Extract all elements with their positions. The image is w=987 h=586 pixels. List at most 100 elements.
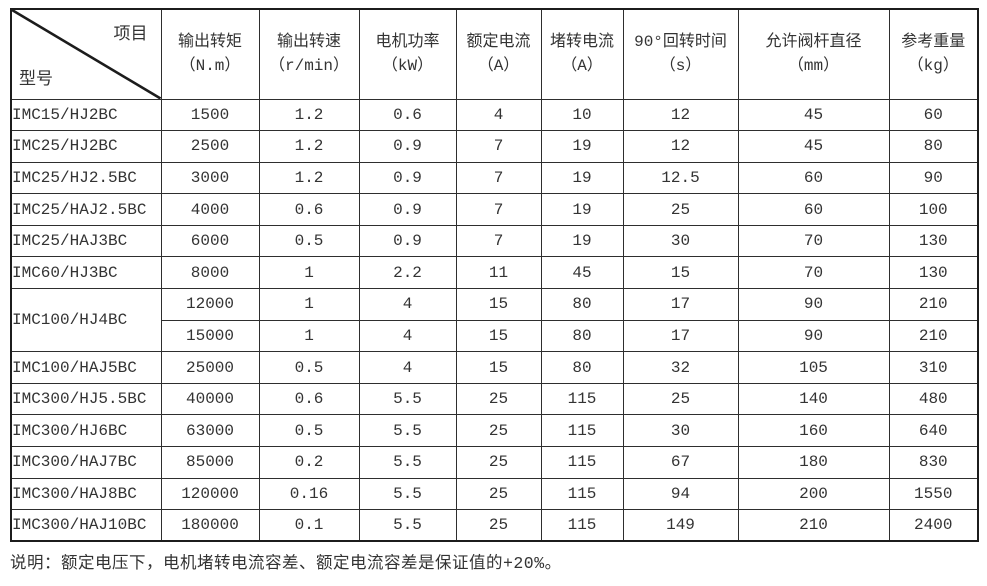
value-cell: 105 [737, 351, 890, 384]
corner-header-cell: 项目 型号 [10, 8, 162, 100]
column-title: 输出转矩 [177, 33, 242, 52]
value-cell: 15 [622, 256, 739, 290]
value-cell: 5.5 [358, 446, 457, 479]
value-cell: 0.5 [258, 224, 360, 258]
value-cell: 25 [455, 509, 542, 542]
column-header: 电机功率 （kW） [358, 8, 457, 100]
value-cell: 140 [737, 382, 890, 416]
value-cell: 70 [737, 224, 890, 258]
table-row: IMC25/HJ2.5BC 3000 1.2 0.9 7 19 12.5 60 90 [10, 161, 979, 195]
value-cell: 0.9 [358, 130, 457, 163]
document-page: 项目 型号 输出转矩 （N.m） 输出转速 （r/min） 电机功率 （kW） 额定电流 （A… [10, 8, 979, 573]
value-cell: 3000 [160, 161, 260, 195]
value-cell: 45 [540, 256, 624, 290]
column-header: 额定电流 （A） [455, 8, 542, 100]
value-cell: 15 [455, 319, 542, 353]
value-cell: 115 [540, 382, 624, 416]
model-cell: IMC300/HJ5.5BC [10, 382, 162, 416]
column-unit: （N.m） [179, 57, 241, 76]
value-cell: 4 [358, 319, 457, 353]
value-cell: 115 [540, 414, 624, 448]
value-cell: 2.2 [358, 256, 457, 290]
value-cell: 115 [540, 509, 624, 542]
model-cell: IMC25/HJ2BC [10, 130, 162, 163]
column-title: 额定电流 [466, 33, 531, 52]
value-cell: 115 [540, 477, 624, 511]
corner-label-model: 型号 [19, 70, 53, 90]
table-row: IMC60/HJ3BC 8000 1 2.2 11 45 15 70 130 [10, 256, 979, 290]
value-cell: 5.5 [358, 414, 457, 448]
value-cell: 11 [455, 256, 542, 290]
value-cell: 25 [455, 446, 542, 479]
column-unit: （mm） [787, 57, 840, 76]
table-row: IMC300/HAJ10BC 180000 0.1 5.5 25 115 149 210 240… [10, 509, 979, 542]
value-cell: 80 [540, 351, 624, 384]
model-cell: IMC300/HAJ10BC [10, 509, 162, 542]
value-cell: 80 [540, 288, 624, 321]
footnote: 说明：额定电压下，电机堵转电流容差、额定电流容差是保证值的+20%。 [10, 554, 562, 574]
value-cell: 32 [622, 351, 739, 384]
value-cell: 0.6 [358, 98, 457, 132]
column-header: 90°回转时间 （s） [622, 8, 739, 100]
value-cell: 15000 [160, 319, 260, 353]
corner-label-item: 项目 [113, 26, 148, 45]
value-cell: 67 [622, 446, 739, 479]
value-cell: 210 [888, 288, 979, 321]
column-title: 电机功率 [375, 33, 440, 52]
value-cell: 130 [888, 256, 979, 290]
column-header: 输出转速 （r/min） [258, 8, 360, 100]
value-cell: 85000 [160, 446, 260, 479]
spec-table: 项目 型号 输出转矩 （N.m） 输出转速 （r/min） 电机功率 （kW） 额定电流 （A… [10, 8, 979, 543]
table-row: IMC300/HAJ8BC 120000 0.16 5.5 25 115 94 200 1550 [10, 477, 979, 511]
value-cell: 0.9 [358, 193, 457, 226]
value-cell: 90 [888, 161, 979, 195]
value-cell: 70 [737, 256, 890, 290]
value-cell: 7 [455, 130, 542, 163]
table-row: IMC100/HJ4BC 12000 1 4 15 80 17 90 210 [10, 288, 979, 353]
column-header: 输出转矩 （N.m） [160, 8, 260, 100]
value-cell: 310 [888, 351, 979, 384]
value-cell: 115 [540, 446, 624, 479]
value-cell: 19 [540, 130, 624, 163]
value-cell: 12.5 [622, 161, 739, 195]
value-cell: 7 [455, 224, 542, 258]
column-unit: （kg） [907, 57, 959, 76]
value-cell: 60 [737, 161, 890, 195]
column-title: 允许阀杆直径 [765, 33, 862, 52]
value-cell: 0.9 [358, 161, 457, 195]
model-cell: IMC100/HAJ5BC [10, 351, 162, 384]
value-cell: 30 [622, 414, 739, 448]
table-row: IMC25/HAJ2.5BC 4000 0.6 0.9 7 19 25 60 100 [10, 193, 979, 226]
value-cell: 25 [455, 382, 542, 416]
value-cell: 60 [737, 193, 890, 226]
value-cell: 5.5 [358, 477, 457, 511]
value-cell: 4000 [160, 193, 260, 226]
value-cell: 1.2 [258, 98, 360, 132]
column-unit: （A） [561, 57, 603, 76]
value-cell: 90 [737, 319, 890, 353]
value-cell: 25000 [160, 351, 260, 384]
value-cell: 0.2 [258, 446, 360, 479]
value-cell: 25 [455, 414, 542, 448]
value-cell: 25 [622, 193, 739, 226]
value-cell: 210 [888, 319, 979, 353]
value-cell: 0.16 [258, 477, 360, 511]
value-cell: 0.1 [258, 509, 360, 542]
value-cell: 0.6 [258, 382, 360, 416]
value-cell: 1550 [888, 477, 979, 511]
column-header: 允许阀杆直径 （mm） [737, 8, 890, 100]
model-cell: IMC25/HAJ2.5BC [10, 193, 162, 226]
column-title: 90°回转时间 [634, 33, 727, 52]
value-cell: 12 [622, 98, 739, 132]
table-row: IMC25/HJ2BC 2500 1.2 0.9 7 19 12 45 80 [10, 130, 979, 163]
value-cell: 1.2 [258, 130, 360, 163]
value-cell: 63000 [160, 414, 260, 448]
table-row: IMC25/HAJ3BC 6000 0.5 0.9 7 19 30 70 130 [10, 224, 979, 258]
model-cell: IMC300/HJ6BC [10, 414, 162, 448]
value-cell: 19 [540, 161, 624, 195]
value-cell: 480 [888, 382, 979, 416]
table-row: IMC300/HAJ7BC 85000 0.2 5.5 25 115 67 180 830 [10, 446, 979, 479]
value-cell: 0.5 [258, 351, 360, 384]
value-cell: 60 [888, 98, 979, 132]
column-unit: （r/min） [268, 57, 349, 76]
